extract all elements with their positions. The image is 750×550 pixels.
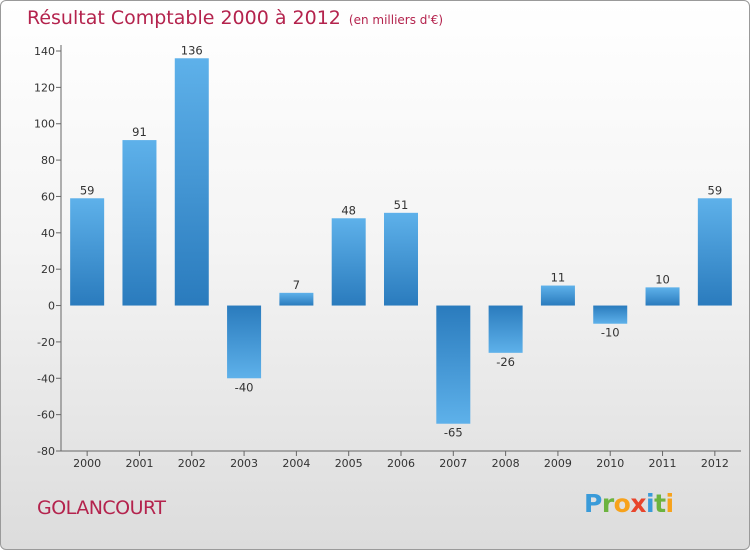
x-tick-label: 2008 <box>492 457 520 470</box>
data-label: -65 <box>444 426 463 440</box>
chart-title-main: Résultat Comptable 2000 à 2012 <box>27 7 341 29</box>
y-tick-label: 80 <box>41 154 55 167</box>
y-tick-label: -20 <box>37 336 55 349</box>
data-label: 11 <box>551 271 566 285</box>
y-tick-label: 0 <box>48 300 55 313</box>
x-tick-label: 2000 <box>73 457 101 470</box>
y-tick-label: -40 <box>37 372 55 385</box>
bar <box>331 218 366 306</box>
chart-title: Résultat Comptable 2000 à 2012 (en millie… <box>27 7 443 29</box>
x-tick-label: 2001 <box>125 457 153 470</box>
bar <box>697 198 732 306</box>
x-tick-label: 2002 <box>178 457 206 470</box>
data-label: 59 <box>80 183 95 197</box>
x-tick-label: 2010 <box>596 457 624 470</box>
logo-letter: i <box>646 489 655 518</box>
logo-letter: t <box>654 489 666 518</box>
x-tick-label: 2005 <box>335 457 363 470</box>
y-tick-label: 120 <box>34 81 55 94</box>
chart-subtitle: (en milliers d'€) <box>348 13 444 27</box>
bar <box>279 292 314 306</box>
bar <box>384 212 418 306</box>
data-label: 48 <box>341 203 356 217</box>
y-tick-label: 20 <box>41 263 55 276</box>
y-tick-label: -80 <box>37 445 55 458</box>
logo-letter: x <box>630 489 646 518</box>
bar <box>540 285 575 306</box>
commune-name: GOLANCOURT <box>37 497 166 519</box>
y-tick-label: 60 <box>41 190 55 203</box>
bar <box>174 58 209 306</box>
logo-letter: P <box>584 489 602 518</box>
data-label: 59 <box>708 183 723 197</box>
y-tick-label: 140 <box>34 45 55 58</box>
x-tick-label: 2011 <box>649 457 677 470</box>
bar <box>227 305 262 379</box>
data-label: 136 <box>181 43 203 57</box>
x-tick-label: 2004 <box>282 457 310 470</box>
data-label: -10 <box>601 326 620 340</box>
y-tick-label: -60 <box>37 409 55 422</box>
x-tick-label: 2007 <box>439 457 467 470</box>
bar <box>436 305 471 424</box>
x-tick-label: 2003 <box>230 457 258 470</box>
x-tick-label: 2012 <box>701 457 729 470</box>
logo-letter: r <box>601 489 614 518</box>
bar <box>70 198 105 306</box>
bar <box>488 305 523 353</box>
data-label: 7 <box>293 278 300 292</box>
data-label: -26 <box>496 355 515 369</box>
data-label: 10 <box>655 272 670 286</box>
bar <box>122 140 157 306</box>
logo-letter: o <box>613 489 631 518</box>
y-tick-label: 40 <box>41 227 55 240</box>
x-tick-label: 2006 <box>387 457 415 470</box>
x-tick-label: 2009 <box>544 457 572 470</box>
data-label: 91 <box>132 125 147 139</box>
bar <box>645 287 680 306</box>
data-label: 51 <box>394 198 409 212</box>
logo-letter: i <box>665 489 675 518</box>
data-label: -40 <box>235 380 254 394</box>
y-tick-label: 100 <box>34 118 55 131</box>
proxiti-logo: Proxiti <box>584 489 674 518</box>
bar <box>593 305 628 324</box>
